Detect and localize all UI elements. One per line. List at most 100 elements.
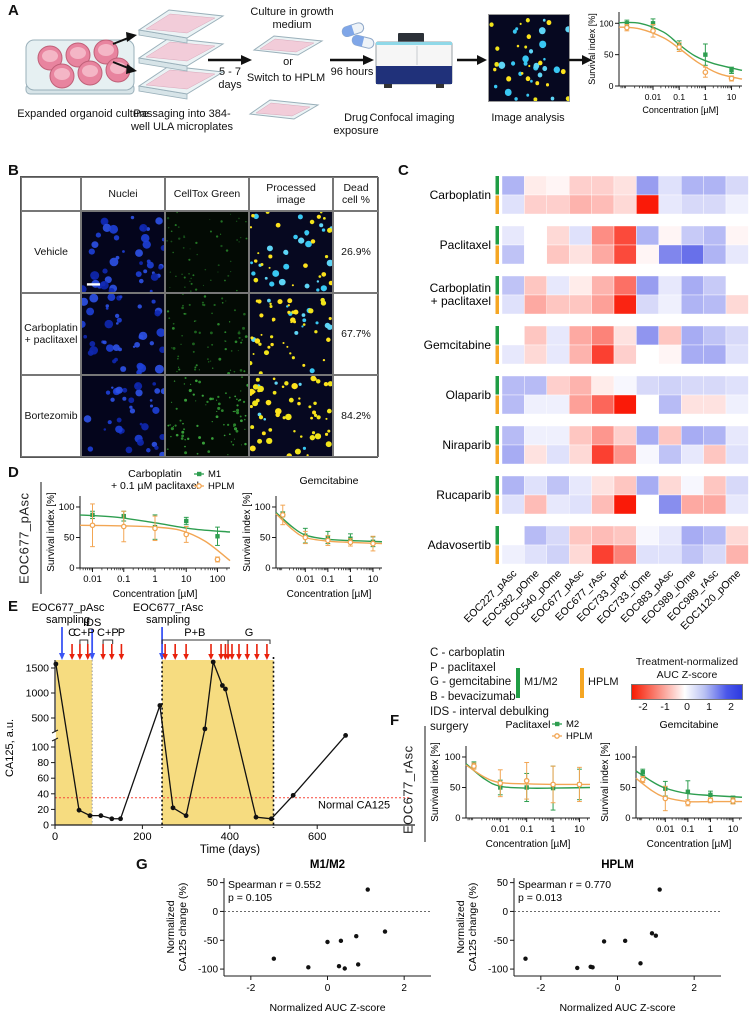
- svg-text:400: 400: [221, 831, 239, 843]
- svg-text:-50: -50: [494, 936, 509, 947]
- divider: [424, 726, 426, 842]
- svg-text:p = 0.105: p = 0.105: [228, 892, 272, 904]
- label-5-7-days: 5 - 7 days: [218, 66, 242, 91]
- svg-text:0: 0: [69, 563, 74, 574]
- svg-text:10: 10: [727, 92, 737, 102]
- svg-text:2: 2: [691, 983, 697, 994]
- dead-cell-value: 84.2%: [333, 375, 379, 457]
- svg-text:sampling: sampling: [146, 614, 190, 626]
- svg-text:HPLM: HPLM: [208, 481, 234, 492]
- correlation-scatter-m1m2: 50 0 -50 -100 -2 0 2 M1/M2 Spearman r = 0.552 p =…: [162, 856, 447, 1020]
- svg-text:0: 0: [212, 907, 218, 918]
- svg-text:Gemcitabine: Gemcitabine: [300, 475, 359, 487]
- processed-image-carboplatin: [250, 294, 332, 374]
- svg-text:-2: -2: [536, 983, 545, 994]
- panel-b-label: B: [8, 162, 19, 179]
- dead-cell-value: 67.7%: [333, 293, 379, 375]
- svg-text:EOC677_rAsc: EOC677_rAsc: [133, 602, 204, 614]
- svg-text:IDS: IDS: [83, 617, 101, 629]
- hplm-plate-icon: [248, 99, 320, 120]
- stacked-microplates-icon: [137, 9, 225, 100]
- colorbar-title: AUC Z-score: [656, 668, 718, 681]
- row-label-vehicle: Vehicle: [21, 211, 81, 293]
- svg-text:M2: M2: [566, 719, 579, 730]
- column-header-dead-cell: Dead cell %: [333, 177, 379, 211]
- dose-response-chart-gemcitabine: 0 50 100 0.01 0.1 1 10 Gemcitabine Concentration…: [598, 716, 750, 855]
- svg-text:HPLM: HPLM: [601, 859, 634, 871]
- arrow-right-icon: [457, 55, 487, 65]
- svg-text:200: 200: [133, 831, 151, 843]
- nuclei-image-vehicle: [82, 212, 164, 292]
- svg-text:Spearman r = 0.552: Spearman r = 0.552: [228, 879, 321, 891]
- pills-icon: [341, 22, 375, 49]
- sample-label-eoc677-rasc: EOC677_rAsc: [400, 745, 416, 835]
- celltox-image-carboplatin: [166, 294, 248, 374]
- svg-text:-100: -100: [488, 965, 508, 976]
- m1m2-color-swatch: [516, 668, 520, 698]
- svg-text:p = 0.013: p = 0.013: [518, 892, 562, 904]
- svg-text:G: G: [245, 627, 254, 639]
- drug-response-heatmap: Carboplatin Paclitaxel Carboplatin + paclit…: [390, 160, 750, 665]
- row-label-bortezomib: Bortezomib: [21, 375, 81, 457]
- svg-text:Normal CA125: Normal CA125: [318, 800, 390, 812]
- arrow-right-icon: [208, 55, 252, 65]
- survival-curve-chart: 0 50 100 0.01 0.1 1 10 Concentration [µM] Surviv…: [586, 4, 748, 121]
- svg-text:Survival index [%]: Survival index [%]: [242, 492, 253, 572]
- svg-text:-50: -50: [204, 936, 219, 947]
- svg-text:Normalized AUC Z-score: Normalized AUC Z-score: [559, 1002, 675, 1014]
- label-96-hours: 96 hours: [330, 66, 374, 78]
- svg-text:1: 1: [703, 92, 708, 102]
- hplm-legend-label: HPLM: [588, 676, 619, 688]
- svg-text:0.01: 0.01: [656, 824, 675, 835]
- svg-text:0.1: 0.1: [321, 574, 334, 585]
- svg-text:Normalized: Normalized: [455, 900, 467, 953]
- svg-text:50: 50: [497, 878, 509, 889]
- svg-text:0: 0: [325, 983, 331, 994]
- svg-text:CA125 change (%): CA125 change (%): [177, 883, 189, 972]
- nuclei-image-bortezomib: [82, 376, 164, 456]
- culture-plate-icon: [252, 35, 324, 56]
- colorbar: [631, 684, 743, 701]
- ca125-timeline-chart: Normal CA125 0 20 40 60 80 100 500 1000 1500 0 200 4…: [0, 600, 420, 861]
- panel-g-label: G: [136, 856, 148, 873]
- svg-text:Concentration [µM]: Concentration [µM]: [486, 839, 571, 850]
- label-culture-growth-medium: Culture in growth medium: [250, 6, 334, 31]
- confocal-microscope-icon: [375, 33, 453, 88]
- caption-confocal-imaging: Confocal imaging: [369, 112, 455, 124]
- svg-text:0: 0: [615, 983, 621, 994]
- caption-drug-exposure: Drug exposure: [333, 112, 379, 137]
- column-header-nuclei: Nuclei: [81, 177, 165, 211]
- svg-text:Survival index [%]: Survival index [%]: [600, 742, 611, 822]
- heatmap-legend: M1/M2 HPLM Treatment-normalized AUC Z-sc…: [390, 656, 750, 740]
- svg-text:100: 100: [445, 752, 461, 763]
- dose-response-chart-carboplatin-paclitaxel: 0 50 100 0.01 0.1 1 10 100 Carboplatin + 0.1 µM p…: [44, 466, 240, 605]
- caption-passaging: Passaging into 384-well ULA microplates: [130, 108, 234, 133]
- svg-text:1000: 1000: [26, 688, 50, 700]
- svg-text:10: 10: [181, 574, 192, 585]
- svg-text:100: 100: [31, 742, 49, 754]
- svg-text:0.01: 0.01: [645, 92, 662, 102]
- svg-text:M1/M2: M1/M2: [310, 859, 345, 871]
- svg-text:Paclitaxel: Paclitaxel: [506, 719, 551, 731]
- svg-text:Adavosertib: Adavosertib: [428, 538, 492, 552]
- svg-text:-100: -100: [198, 965, 218, 976]
- svg-text:Concentration [µM]: Concentration [µM]: [647, 839, 732, 850]
- svg-text:Carboplatin: Carboplatin: [430, 188, 491, 202]
- svg-text:C: C: [68, 627, 76, 639]
- sample-label-eoc677-pasc: EOC677_pAsc: [16, 492, 32, 584]
- svg-text:sampling: sampling: [46, 614, 90, 626]
- arrow-right-icon: [330, 55, 374, 65]
- colorbar-block: Treatment-normalized AUC Z-score -2 -1 0…: [626, 656, 748, 715]
- svg-text:Carboplatin+ paclitaxel: Carboplatin + paclitaxel: [430, 281, 491, 308]
- svg-text:1: 1: [152, 574, 157, 585]
- svg-text:2: 2: [401, 983, 407, 994]
- dead-cell-value: 26.9%: [333, 211, 379, 293]
- svg-text:Carboplatin: Carboplatin: [128, 468, 182, 480]
- correlation-scatter-hplm: 50 0 -50 -100 -2 0 2 HPLM Spearman r = 0.770 p = …: [452, 856, 737, 1020]
- svg-text:50: 50: [64, 532, 75, 543]
- svg-text:0: 0: [609, 81, 614, 91]
- arrow-right-icon: [568, 55, 592, 65]
- svg-text:0.1: 0.1: [673, 92, 685, 102]
- column-header-celltox: CellTox Green: [165, 177, 249, 211]
- svg-text:10: 10: [728, 824, 739, 835]
